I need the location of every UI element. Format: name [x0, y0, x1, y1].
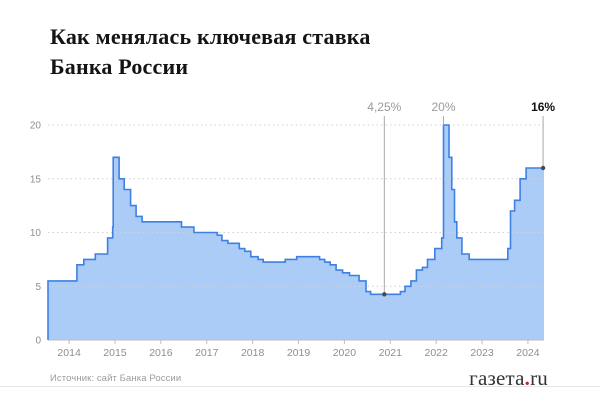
chart-title-line-1: Как менялась ключевая ставка	[50, 24, 371, 49]
x-tick-label-2014: 2014	[57, 347, 81, 359]
source-note: Источник: сайт Банка России	[50, 373, 182, 384]
x-tick-label-2017: 2017	[195, 347, 219, 359]
annotation-label-1: 20%	[431, 100, 455, 114]
bottom-divider	[0, 386, 600, 387]
annotation-dot-0	[382, 292, 387, 297]
y-tick-label-20: 20	[30, 121, 42, 132]
y-tick-label-0: 0	[35, 336, 41, 347]
x-tick-label-2024: 2024	[516, 347, 540, 359]
x-tick-label-2021: 2021	[379, 347, 403, 359]
y-tick-label-10: 10	[30, 228, 42, 239]
chart-title: Как менялась ключевая ставка Банка Росси…	[50, 22, 550, 82]
annotation-label-0: 4,25%	[367, 100, 401, 114]
y-tick-label-15: 15	[30, 174, 42, 185]
x-tick-label-2020: 2020	[333, 347, 357, 359]
annotation-label-2: 16%	[531, 100, 555, 114]
y-tick-label-5: 5	[35, 282, 41, 293]
x-tick-label-2016: 2016	[149, 347, 173, 359]
gazeta-ru-logo: газета.ru	[469, 366, 548, 391]
chart-title-line-2: Банка России	[50, 54, 189, 79]
x-tick-label-2019: 2019	[287, 347, 311, 359]
annotation-dot-2	[540, 165, 546, 171]
rate-area-fill	[48, 125, 544, 340]
x-tick-label-2015: 2015	[103, 347, 127, 359]
rate-step-line	[47, 124, 544, 340]
logo-domain: ru	[530, 366, 548, 390]
x-tick-label-2022: 2022	[424, 347, 448, 359]
logo-dot: .	[524, 366, 531, 390]
x-tick-label-2018: 2018	[241, 347, 265, 359]
x-tick-label-2023: 2023	[470, 347, 494, 359]
